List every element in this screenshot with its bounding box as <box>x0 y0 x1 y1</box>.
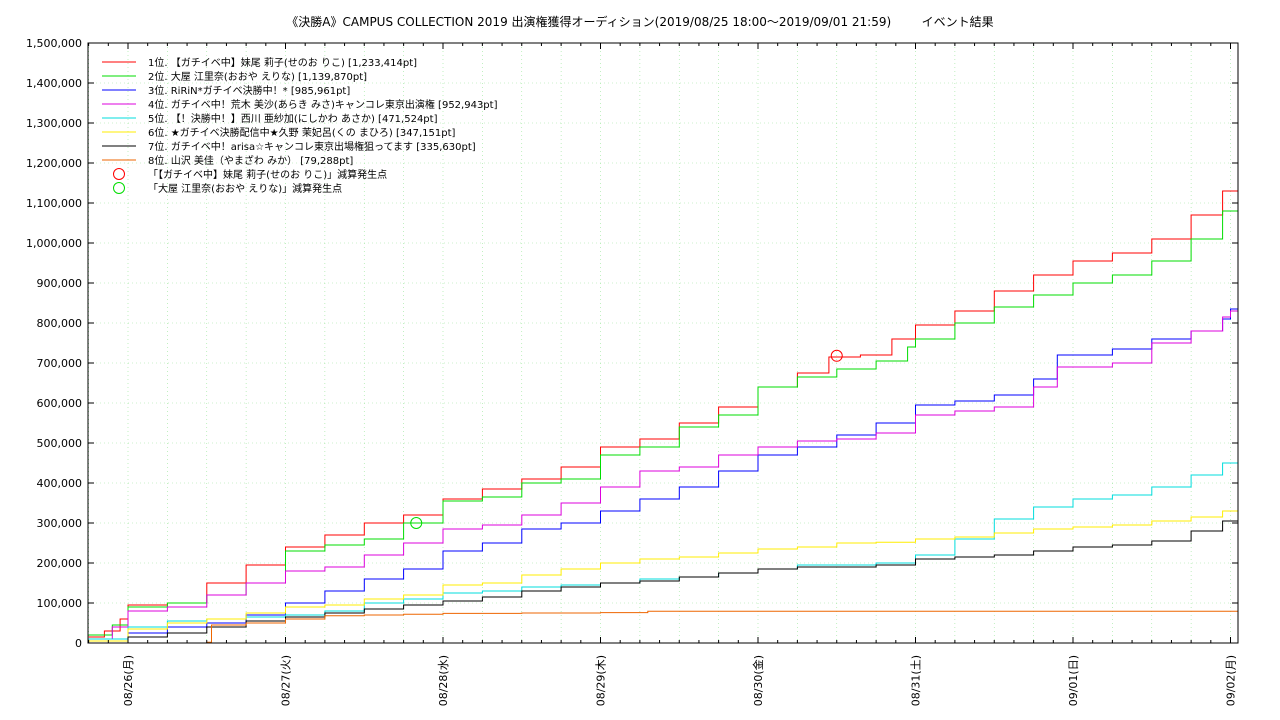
x-tick-label: 08/29(木) <box>595 655 608 706</box>
legend-entry: 1位. 【ガチイベ中】妹尾 莉子(せのお りこ) [1,233,414pt] <box>148 56 417 69</box>
y-tick-label: 700,000 <box>37 357 83 370</box>
x-tick-label: 08/30(金) <box>751 655 765 706</box>
axes: 0 100,000 200,000 300,000 400,000 500,000 600,… <box>26 37 1239 706</box>
x-tick-label: 08/26(月) <box>122 655 135 706</box>
x-tick-label: 08/27(火) <box>280 655 293 706</box>
y-tick-label: 1,200,000 <box>26 157 82 170</box>
marker-point-2 <box>410 517 423 529</box>
legend-entry: 2位. 大屋 江里奈(おおや えりな) [1,139,870pt] <box>148 70 367 83</box>
legend-marker-swatch <box>113 182 125 194</box>
y-tick-label: 900,000 <box>37 277 83 290</box>
y-tick-label: 800,000 <box>37 317 83 330</box>
marker-point-1 <box>830 349 843 362</box>
y-tick-label: 100,000 <box>37 597 83 610</box>
series-line-8 <box>88 610 1238 644</box>
legend: 1位. 【ガチイベ中】妹尾 莉子(せのお りこ) [1,233,414pt]2位… <box>102 56 498 195</box>
x-tick-label: 08/31(土) <box>910 655 923 706</box>
series-line-3 <box>88 248 1239 642</box>
y-tick-label: 0 <box>75 637 82 650</box>
series-line-6 <box>88 504 1239 642</box>
series-layer <box>88 149 1239 644</box>
x-tick-label: 08/28(水) <box>437 655 450 706</box>
legend-marker-swatch <box>113 168 125 180</box>
legend-entry: 5位. 【！決勝中！】西川 亜紗加(にしかわ あさか) [471,524pt] <box>148 112 438 125</box>
legend-entry: 3位. RiRiN*ガチイベ決勝中！* [985,961pt] <box>148 84 350 97</box>
legend-marker-entry: 「大屋 江里奈(おおや えりな)」減算発生点 <box>148 182 342 195</box>
markers-layer <box>410 349 843 529</box>
x-tick-label: 09/01(日) <box>1067 655 1080 706</box>
legend-entry: 4位. ガチイベ中！荒木 美沙(あらき みさ)キャンコレ東京出演権 [952,9… <box>148 98 498 111</box>
y-tick-label: 400,000 <box>37 477 83 490</box>
legend-entry: 8位. 山沢 美佳（やまざわ みか） [79,288pt] <box>148 154 353 167</box>
y-tick-label: 500,000 <box>37 437 83 450</box>
y-tick-label: 200,000 <box>37 557 83 570</box>
legend-entry: 7位. ガチイベ中！arisa☆キャンコレ東京出場権狙ってます [335,630… <box>148 140 476 153</box>
y-tick-label: 1,000,000 <box>26 237 82 250</box>
y-tick-label: 1,100,000 <box>26 197 82 210</box>
series-line-4 <box>88 261 1239 640</box>
chart-title: 《決勝A》CAMPUS COLLECTION 2019 出演権獲得オーディション… <box>286 15 994 29</box>
y-tick-label: 1,500,000 <box>26 37 82 50</box>
y-tick-label: 1,300,000 <box>26 117 82 130</box>
series-line-7 <box>88 508 1239 644</box>
plot-area <box>88 43 1238 643</box>
y-tick-label: 1,400,000 <box>26 77 82 90</box>
legend-marker-entry: 「【ガチイベ中】妹尾 莉子(せのお りこ)」減算発生点 <box>148 168 387 181</box>
y-tick-label: 600,000 <box>37 397 83 410</box>
y-tick-label: 300,000 <box>37 517 83 530</box>
plot-frame <box>87 42 1239 644</box>
x-tick-label: 09/02(月) <box>1225 655 1238 706</box>
legend-entry: 6位. ★ガチイベ決勝配信中★久野 茉妃呂(くの まひろ) [347,151pt… <box>148 126 456 139</box>
